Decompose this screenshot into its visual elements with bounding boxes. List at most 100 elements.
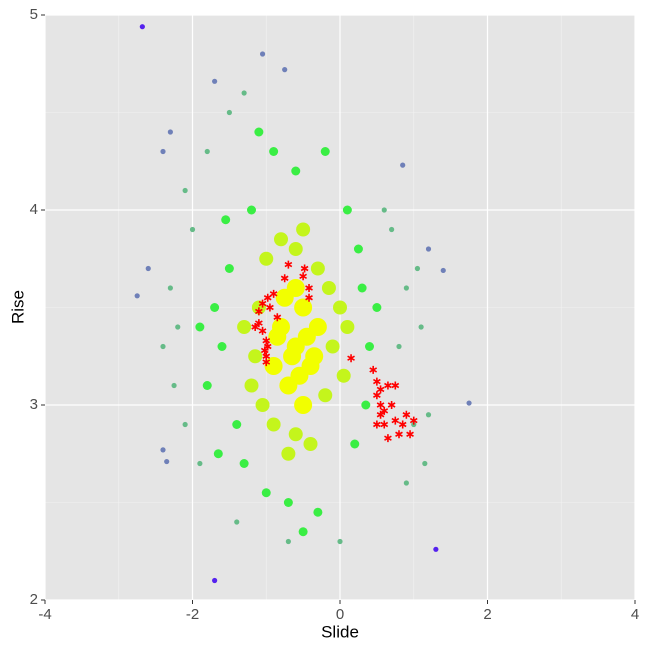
point	[282, 67, 288, 73]
point	[182, 187, 188, 194]
star-point	[384, 381, 392, 390]
star-point	[299, 272, 307, 281]
point	[261, 488, 271, 498]
point	[353, 244, 363, 254]
point	[212, 577, 218, 584]
point	[425, 412, 432, 418]
point	[288, 242, 303, 256]
star-point	[376, 385, 385, 394]
point	[288, 427, 303, 442]
star-point	[395, 430, 403, 439]
star-point	[373, 420, 381, 429]
point	[160, 343, 166, 350]
point	[269, 147, 279, 156]
point	[164, 458, 170, 465]
point	[396, 343, 402, 350]
point	[440, 267, 446, 274]
point	[134, 293, 140, 299]
y-tick-label: 3	[30, 396, 38, 413]
point	[204, 148, 210, 155]
point	[259, 51, 266, 57]
point	[425, 246, 432, 252]
point	[237, 320, 252, 334]
star-point	[373, 377, 381, 386]
point	[414, 265, 421, 272]
star-point	[391, 381, 400, 390]
point	[221, 215, 231, 225]
x-tick-label: 4	[631, 606, 639, 623]
y-axis-title: Rise	[8, 290, 27, 324]
point	[337, 538, 343, 545]
point	[255, 398, 270, 412]
point	[195, 322, 205, 332]
point	[298, 527, 308, 537]
x-tick-label: 0	[336, 606, 344, 623]
point	[333, 300, 347, 315]
point	[234, 519, 240, 525]
star-point	[409, 416, 418, 425]
point	[303, 437, 318, 451]
point	[139, 24, 145, 30]
point	[294, 396, 313, 414]
point	[361, 400, 371, 410]
point	[342, 205, 352, 215]
point	[171, 382, 177, 389]
point	[291, 166, 301, 176]
point	[389, 226, 395, 233]
star-point	[251, 323, 260, 331]
point	[167, 129, 173, 135]
point	[381, 207, 387, 213]
point	[433, 546, 439, 552]
star-point	[402, 410, 411, 419]
star-point	[263, 342, 272, 351]
point	[400, 162, 406, 168]
point	[321, 281, 336, 295]
point	[241, 90, 247, 96]
point	[310, 261, 325, 276]
star-point	[266, 303, 274, 312]
point	[268, 327, 287, 346]
star-point	[305, 293, 313, 302]
point	[281, 446, 296, 461]
star-point	[347, 354, 355, 363]
point	[167, 285, 173, 291]
star-point	[280, 274, 289, 283]
points	[134, 24, 472, 584]
point	[224, 264, 234, 273]
point	[325, 339, 340, 354]
point	[357, 283, 367, 293]
x-tick-label: 2	[483, 606, 491, 623]
star-point	[262, 352, 271, 361]
star-point	[305, 284, 313, 292]
point	[283, 347, 302, 366]
point	[340, 320, 355, 334]
point	[294, 298, 313, 317]
point	[217, 342, 227, 351]
point	[290, 366, 309, 385]
star-point	[273, 313, 282, 322]
point	[189, 226, 196, 233]
star-point	[369, 365, 378, 374]
star-point	[406, 430, 414, 439]
point	[336, 368, 351, 383]
point	[422, 460, 428, 467]
star-point	[258, 326, 267, 335]
y-tick-label: 4	[30, 201, 38, 218]
point	[202, 381, 212, 390]
y-tick-label: 5	[30, 6, 38, 23]
star-point	[373, 391, 381, 400]
point	[318, 388, 333, 403]
point	[244, 378, 259, 393]
star-point	[387, 401, 396, 409]
star-point	[255, 307, 263, 316]
point	[259, 251, 274, 266]
star-point	[376, 410, 385, 419]
point	[296, 222, 311, 237]
point	[213, 449, 223, 459]
point	[160, 447, 166, 453]
point	[365, 342, 374, 351]
point	[182, 421, 188, 428]
point	[212, 78, 218, 84]
point	[305, 347, 324, 366]
